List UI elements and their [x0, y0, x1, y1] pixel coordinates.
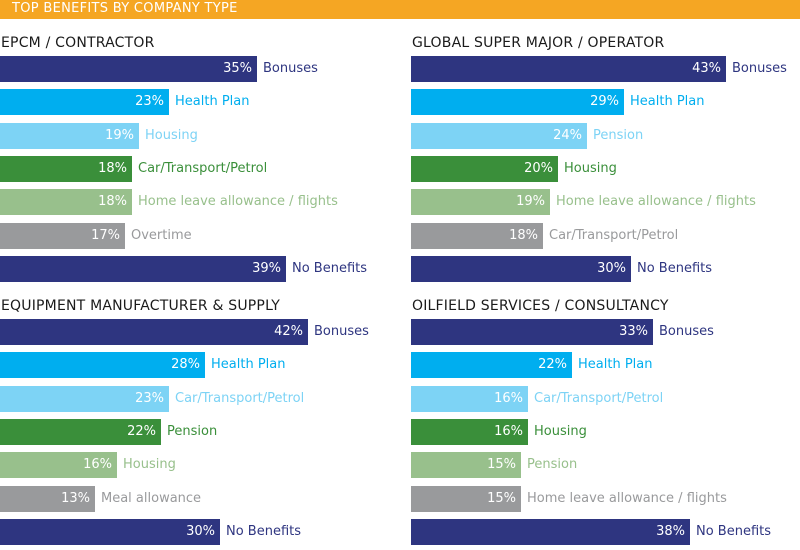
panel-global-super-major-operator: GLOBAL SUPER MAJOR / OPERATOR 43% Bonuses… [411, 35, 800, 295]
category-label: Bonuses [659, 324, 714, 339]
bar-value-label: 17% [91, 228, 120, 243]
bar-value-label: 33% [619, 324, 648, 339]
bar: 18% [411, 223, 543, 249]
bar-value-label: 19% [105, 128, 134, 143]
category-label: Home leave allowance / flights [527, 491, 727, 506]
header-title: TOP BENEFITS BY COMPANY TYPE [12, 1, 238, 16]
bar: 42% [0, 319, 308, 345]
category-label: Housing [564, 161, 617, 176]
bar: 15% [411, 452, 521, 478]
category-label: Pension [167, 424, 218, 439]
bar-value-label: 30% [597, 261, 626, 276]
panel-title: OILFIELD SERVICES / CONSULTANCY [412, 298, 669, 314]
panel-title: EPCM / CONTRACTOR [1, 35, 155, 51]
bar: 38% [411, 519, 690, 545]
bar-value-label: 13% [61, 491, 90, 506]
bar-value-label: 23% [135, 94, 164, 109]
bar-value-label: 16% [494, 424, 523, 439]
bar: 35% [0, 56, 257, 82]
category-label: Bonuses [314, 324, 369, 339]
category-label: Housing [534, 424, 587, 439]
bar: 39% [0, 256, 286, 282]
bar-value-label: 18% [98, 194, 127, 209]
bar: 24% [411, 123, 587, 149]
bar: 19% [411, 189, 550, 215]
category-label: No Benefits [226, 524, 302, 539]
bar: 29% [411, 89, 624, 115]
bar-value-label: 16% [494, 391, 523, 406]
bar: 28% [0, 352, 205, 378]
category-label: Home leave allowance / flights [556, 194, 756, 209]
bar: 19% [0, 123, 139, 149]
bar-value-label: 22% [127, 424, 156, 439]
category-label: Home leave allowance / flights [138, 194, 338, 209]
bar: 43% [411, 56, 726, 82]
bar: 16% [411, 419, 528, 445]
bar-value-label: 22% [538, 357, 567, 372]
category-label: Housing [145, 128, 198, 143]
bar-value-label: 18% [509, 228, 538, 243]
category-label: Pension [593, 128, 644, 143]
bar-value-label: 15% [487, 491, 516, 506]
bar: 30% [0, 519, 220, 545]
bar-value-label: 29% [590, 94, 619, 109]
category-label: Car/Transport/Petrol [534, 391, 664, 406]
bar: 18% [0, 156, 132, 182]
category-label: No Benefits [637, 261, 713, 276]
bar-value-label: 20% [524, 161, 553, 176]
category-label: Bonuses [732, 61, 787, 76]
category-label: Car/Transport/Petrol [175, 391, 305, 406]
category-label: Health Plan [211, 357, 286, 372]
category-label: Meal allowance [101, 491, 202, 506]
panel-oilfield-services-consultancy: OILFIELD SERVICES / CONSULTANCY 33% Bonus… [411, 298, 800, 550]
bar: 15% [411, 486, 521, 512]
bar-value-label: 16% [83, 457, 112, 472]
category-label: Bonuses [263, 61, 318, 76]
bar-value-label: 28% [171, 357, 200, 372]
bar: 30% [411, 256, 631, 282]
panel-epcm-contractor: EPCM / CONTRACTOR 35% Bonuses 23% Health Pl… [0, 35, 390, 295]
bar: 22% [0, 419, 161, 445]
bar-value-label: 38% [656, 524, 685, 539]
bar: 16% [0, 452, 117, 478]
header-bar: TOP BENEFITS BY COMPANY TYPE [0, 0, 800, 19]
category-label: Health Plan [578, 357, 653, 372]
bar-value-label: 15% [487, 457, 516, 472]
bar: 16% [411, 386, 528, 412]
category-label: Car/Transport/Petrol [138, 161, 268, 176]
bar-value-label: 43% [692, 61, 721, 76]
category-label: Health Plan [630, 94, 705, 109]
bar-value-label: 30% [186, 524, 215, 539]
bar-value-label: 19% [516, 194, 545, 209]
category-label: No Benefits [696, 524, 772, 539]
category-label: Car/Transport/Petrol [549, 228, 679, 243]
bar: 13% [0, 486, 95, 512]
bar: 23% [0, 386, 169, 412]
panel-equipment-manufacturer-supply: EQUIPMENT MANUFACTURER & SUPPLY 42% Bonus… [0, 298, 390, 550]
bar: 18% [0, 189, 132, 215]
category-label: Housing [123, 457, 176, 472]
category-label: Pension [527, 457, 578, 472]
category-label: Health Plan [175, 94, 250, 109]
bar: 23% [0, 89, 169, 115]
bar: 20% [411, 156, 558, 182]
bar-value-label: 24% [553, 128, 582, 143]
category-label: No Benefits [292, 261, 368, 276]
bar: 17% [0, 223, 125, 249]
bar: 33% [411, 319, 653, 345]
bar-value-label: 42% [274, 324, 303, 339]
panel-title: EQUIPMENT MANUFACTURER & SUPPLY [1, 298, 280, 314]
category-label: Overtime [131, 228, 192, 243]
bar-value-label: 35% [223, 61, 252, 76]
bar-value-label: 39% [252, 261, 281, 276]
bar-value-label: 18% [98, 161, 127, 176]
bar-value-label: 23% [135, 391, 164, 406]
bar: 22% [411, 352, 572, 378]
panel-title: GLOBAL SUPER MAJOR / OPERATOR [412, 35, 665, 51]
